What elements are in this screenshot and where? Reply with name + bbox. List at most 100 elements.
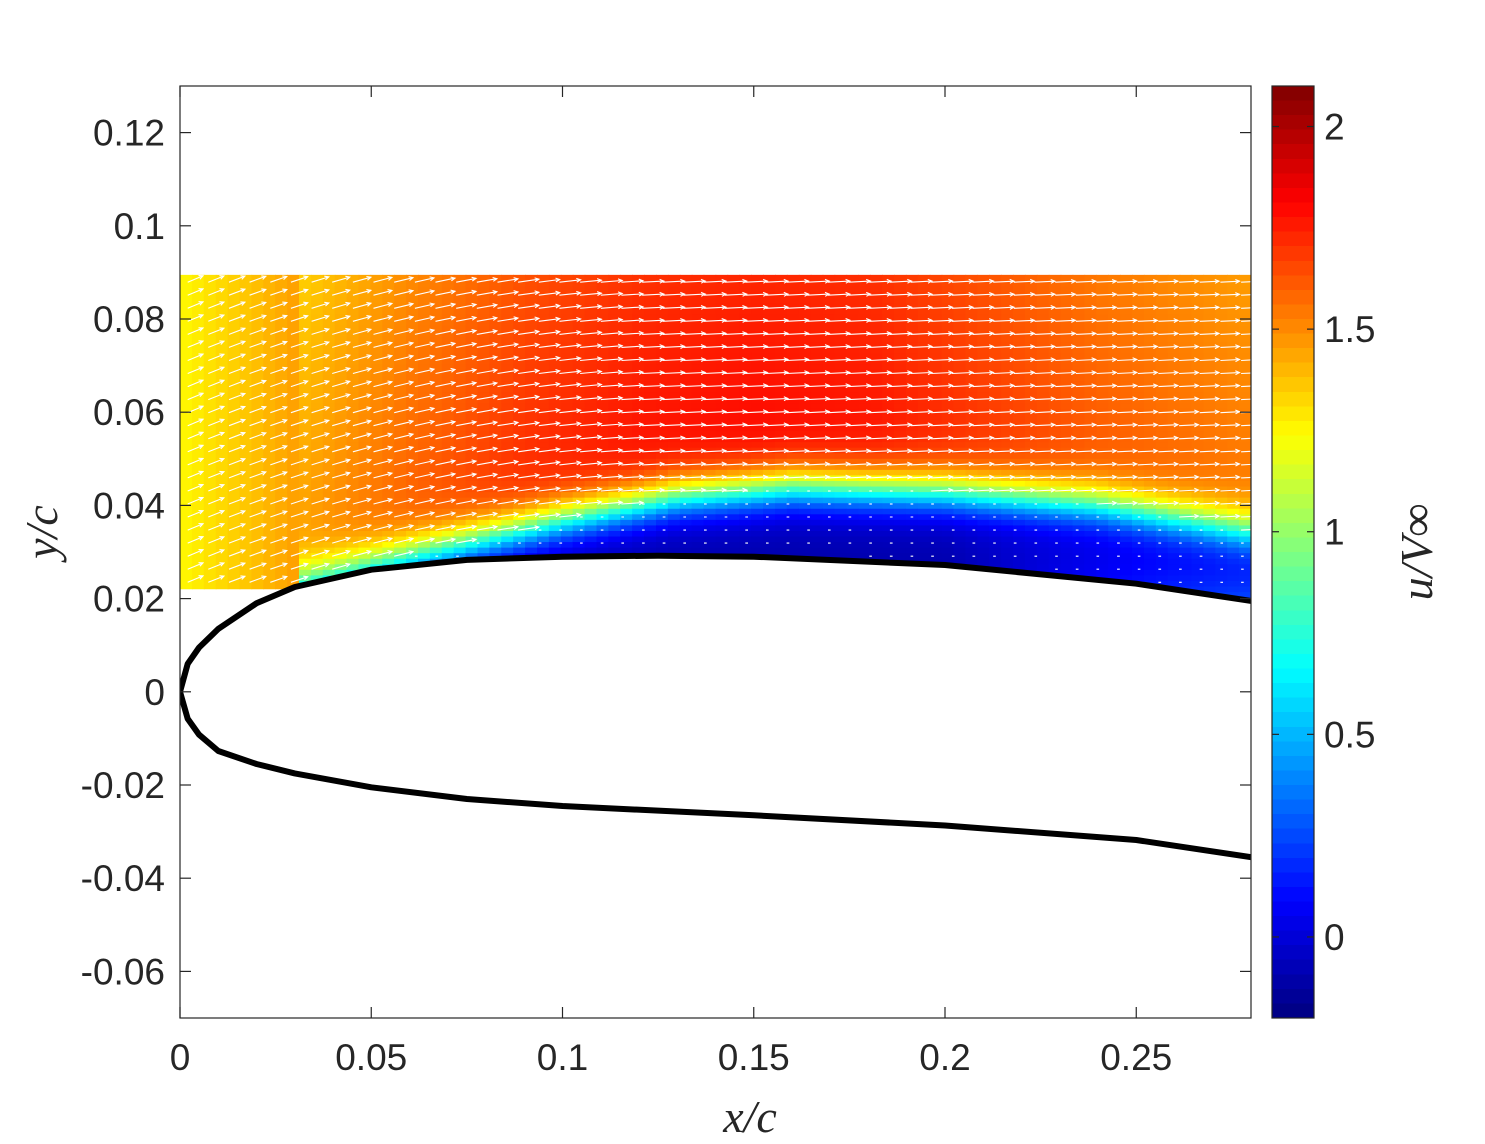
contour-cell [751,519,764,526]
contour-cell [406,402,419,409]
contour-cell [287,413,300,420]
contour-cell [1143,408,1157,415]
contour-cell [275,485,288,493]
contour-cell [775,424,788,432]
contour-cell [905,596,919,601]
contour-cell [418,546,431,554]
contour-cell [275,524,288,531]
contour-cell [560,319,574,326]
contour-cell [322,519,336,526]
contour-cell [1096,507,1109,515]
contour-cell [965,402,979,409]
contour-cell [299,513,312,520]
contour-cell [537,480,550,487]
contour-cell [513,446,526,454]
contour-cell [667,391,681,398]
contour-cell [703,519,717,526]
contour-cell [917,408,931,415]
contour-cell [715,280,729,287]
contour-cell [406,413,419,420]
contour-cell [1167,552,1181,559]
contour-cell [1048,569,1062,576]
contour-cell [917,296,931,304]
contour-cell [751,463,764,470]
contour-cell [1108,524,1121,531]
contour-cell [1072,552,1086,559]
contour-cell [834,519,848,526]
contour-cell [1001,519,1014,526]
contour-cell [501,530,514,537]
contour-cell [977,446,990,454]
contour-cell [1001,474,1014,481]
contour-cell [275,580,288,587]
contour-cell [287,419,300,426]
contour-cell [513,308,526,315]
contour-cell [525,291,538,298]
contour-cell [822,413,836,420]
contour-cell [560,463,574,470]
contour-cell [679,457,693,465]
contour-cell [513,535,526,543]
contour-cell [739,569,752,576]
contour-cell [441,285,455,293]
contour-cell [822,424,836,432]
contour-cell [346,524,360,531]
contour-cell [870,491,883,498]
contour-cell [715,530,729,537]
contour-cell [346,591,360,598]
contour-cell [905,502,919,509]
contour-cell [370,313,384,320]
contour-cell [429,463,443,470]
contour-cell [1132,546,1145,554]
contour-cell [239,346,253,354]
contour-cell [763,369,776,376]
contour-cell [620,413,633,420]
contour-cell [501,463,514,470]
contour-cell [929,569,943,576]
contour-cell [1036,530,1050,537]
contour-cell [465,507,479,515]
contour-cell [1001,296,1014,304]
contour-cell [1108,302,1121,309]
contour-cell [691,491,705,498]
contour-cell [441,469,455,476]
contour-cell [370,480,384,487]
contour-cell [596,430,610,437]
contour-cell [489,580,503,587]
contour-cell [1132,452,1145,459]
contour-cell [513,391,526,398]
contour-cell [786,480,800,487]
contour-cell [691,480,705,487]
contour-cell [453,596,467,601]
contour-cell [227,585,241,593]
contour-cell [608,413,622,420]
contour-cell [632,413,645,420]
contour-cell [632,391,645,398]
contour-cell [584,308,598,315]
contour-cell [537,341,550,348]
contour-cell [310,557,324,565]
contour-cell [548,291,562,298]
contour-cell [929,441,943,448]
contour-cell [798,441,812,448]
contour-cell [656,402,669,409]
contour-cell [560,580,574,587]
contour-cell [584,419,598,426]
contour-cell [977,485,990,493]
contour-cell [441,424,455,432]
contour-cell [1132,419,1145,426]
contour-cell [441,513,455,520]
contour-cell [846,402,860,409]
contour-cell [870,535,883,543]
contour-cell [953,480,967,487]
contour-cell [1024,463,1038,470]
contour-cell [1144,602,1157,608]
contour-cell [929,324,943,332]
contour-cell [358,324,372,332]
contour-cell [441,324,455,332]
contour-cell [370,463,384,470]
contour-cell [191,319,205,326]
contour-cell [310,435,324,443]
contour-cell [858,469,871,476]
contour-cell [489,391,503,398]
